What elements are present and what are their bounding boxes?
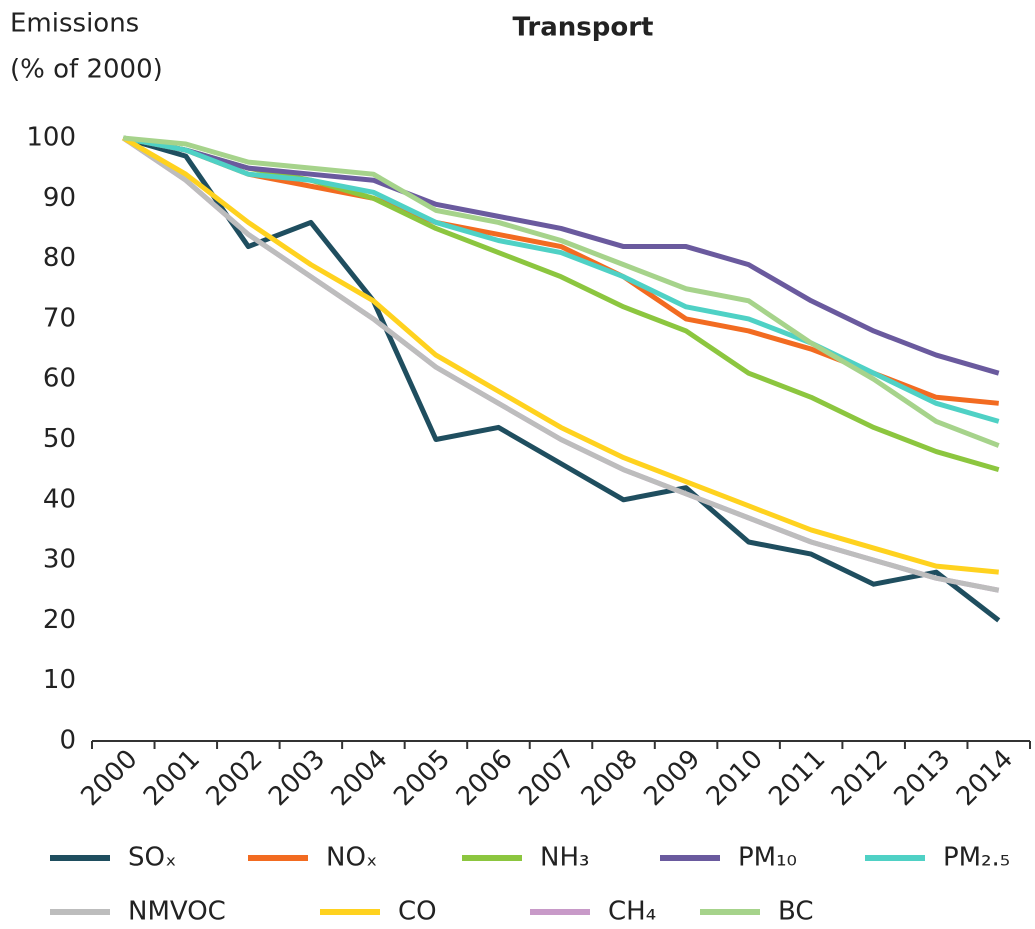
y-tick-label: 10 <box>43 665 76 695</box>
y-tick-label: 80 <box>43 243 76 273</box>
x-tick-label: 2012 <box>826 744 894 812</box>
legend-label: PM₁₀ <box>738 843 797 873</box>
x-tick-label: 2010 <box>701 744 769 812</box>
x-tick-label: 2007 <box>513 744 581 812</box>
x-tick-label: 2001 <box>138 744 206 812</box>
legend-label: NMVOC <box>128 897 226 927</box>
data-line <box>122 135 999 406</box>
y-tick-label: 20 <box>43 605 76 635</box>
y-tick-label: 60 <box>43 364 76 394</box>
x-tick-label: 2004 <box>326 744 394 812</box>
legend-label: CH₄ <box>608 897 656 927</box>
x-tick-label: 2011 <box>763 744 831 812</box>
legend-label: NOₓ <box>326 843 377 873</box>
x-tick-label: 2002 <box>201 744 269 812</box>
y-tick-label: 50 <box>43 424 76 454</box>
y-axis-label: Emissions <box>10 9 139 39</box>
data-line <box>121 135 1000 593</box>
x-tick-label: 2008 <box>576 744 644 812</box>
y-tick-label: 30 <box>43 545 76 575</box>
legend-label: NH₃ <box>540 843 589 873</box>
y-tick-label: 70 <box>43 303 76 333</box>
legend-label: CO <box>398 897 437 927</box>
data-line <box>121 135 1000 593</box>
legend-label: BC <box>778 897 814 927</box>
data-line <box>122 135 1000 424</box>
data-line <box>123 135 1000 448</box>
y-axis-label: (% of 2000) <box>10 55 163 85</box>
legend-label: SOₓ <box>128 843 177 873</box>
y-tick-label: 0 <box>59 726 76 756</box>
x-tick-label: 2009 <box>638 744 706 812</box>
x-tick-label: 2000 <box>76 744 144 812</box>
y-tick-label: 40 <box>43 484 76 514</box>
y-tick-label: 100 <box>26 123 76 153</box>
chart-title: Transport <box>513 13 654 43</box>
data-line <box>122 135 999 575</box>
legend-label: PM₂.₅ <box>943 843 1010 873</box>
data-line <box>122 135 1000 376</box>
x-tick-label: 2006 <box>451 744 519 812</box>
x-tick-label: 2013 <box>888 744 956 812</box>
x-tick-label: 2005 <box>388 744 456 812</box>
data-line <box>122 135 1000 473</box>
x-tick-label: 2014 <box>951 744 1019 812</box>
x-tick-label: 2003 <box>263 744 331 812</box>
y-tick-label: 90 <box>43 183 76 213</box>
